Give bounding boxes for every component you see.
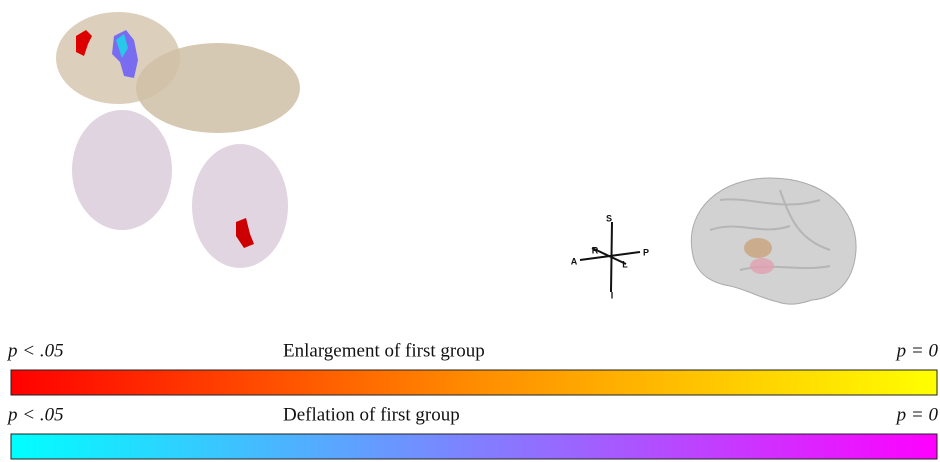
- orientation-axes: [580, 222, 640, 292]
- colorbar-min-label: p < .05: [6, 404, 64, 425]
- structure: [72, 110, 172, 230]
- axis-label: P: [643, 247, 649, 257]
- structure: [750, 258, 774, 274]
- colorbar: [11, 434, 937, 459]
- structure: [136, 43, 300, 133]
- axis-label: R: [592, 245, 599, 255]
- axis-label: L: [622, 259, 628, 269]
- colorbar: [11, 370, 937, 395]
- figure: S I A P R L p < .05 Enlargement of first …: [0, 0, 940, 462]
- axis-label: I: [611, 290, 614, 300]
- axis-label: A: [571, 256, 578, 266]
- structure: [192, 144, 288, 268]
- axis-label: S: [606, 213, 612, 223]
- colorbar-min-label: p < .05: [6, 340, 64, 361]
- brain: [691, 178, 856, 304]
- colorbar-max-label: p = 0: [895, 340, 939, 361]
- colorbar-max-label: p = 0: [895, 404, 939, 425]
- brain-render: [691, 178, 856, 304]
- figure-canvas: S I A P R L p < .05 Enlargement of first …: [0, 0, 940, 462]
- colorbars: p < .05 Enlargement of first group p = 0 p …: [6, 340, 938, 459]
- colorbar-title: Enlargement of first group: [283, 340, 485, 361]
- subcortical-structures: [56, 12, 300, 268]
- structure: [744, 238, 772, 258]
- colorbar-title: Deflation of first group: [283, 404, 460, 425]
